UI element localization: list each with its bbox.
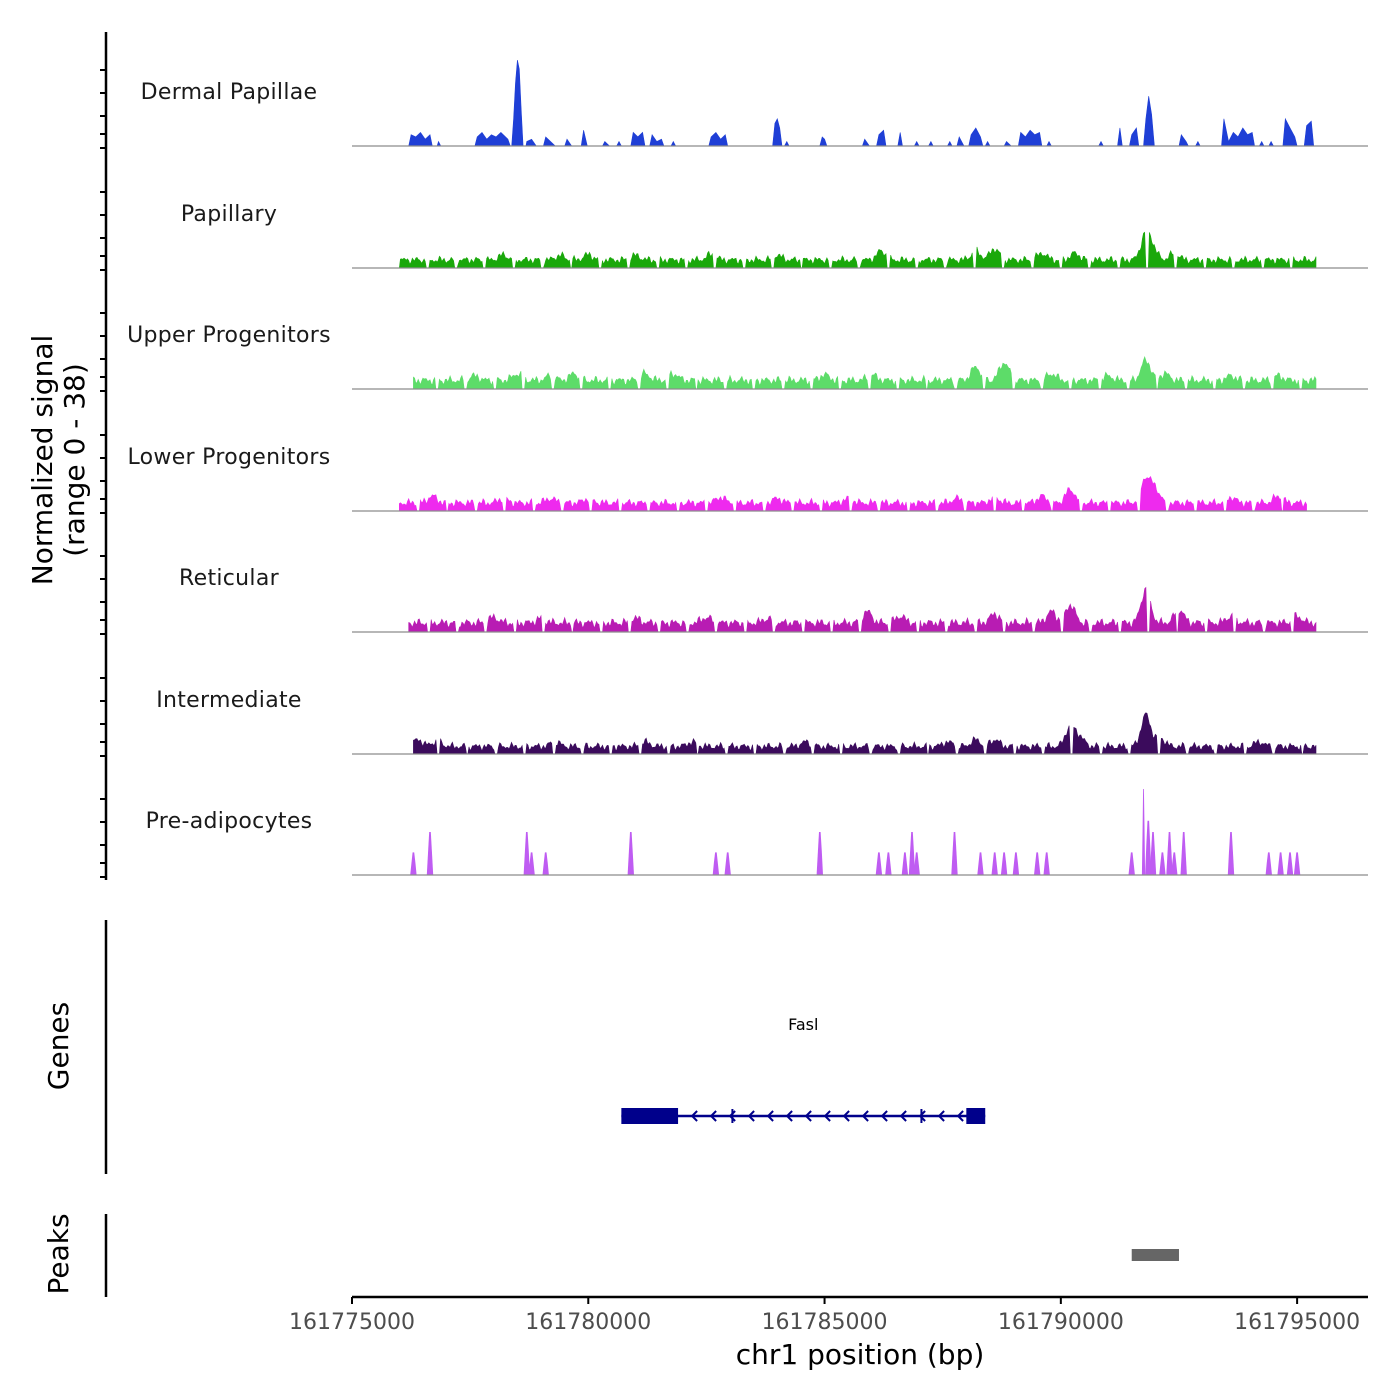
spike-pre-adipocytes-1: [426, 832, 434, 875]
signal-area-dermal-papillae: [408, 59, 1315, 147]
track-label-intermediate: Intermediate: [156, 688, 302, 713]
strand-arrow-6: [804, 1110, 812, 1122]
spike-pre-adipocytes-18: [1012, 852, 1020, 875]
strand-arrow-10: [880, 1110, 888, 1122]
spike-pre-adipocytes-12: [908, 832, 916, 875]
spike-pre-adipocytes-28: [1180, 832, 1187, 875]
strand-arrow-13: [937, 1110, 945, 1122]
strand-arrow-1: [709, 1110, 717, 1122]
gene-exon-1: [966, 1108, 986, 1124]
strand-arrow-9: [861, 1110, 869, 1122]
track-label-pre-adipocytes: Pre-adipocytes: [146, 809, 313, 834]
strand-arrow-7: [823, 1110, 831, 1122]
spike-pre-adipocytes-32: [1286, 852, 1294, 875]
spike-pre-adipocytes-5: [627, 832, 634, 875]
track-pre-adipocytes: Pre-adipocytes: [146, 789, 1368, 876]
genes-track-title: Genes: [42, 1002, 75, 1090]
track-papillary: Papillary: [181, 202, 1368, 269]
peak-region-0: [1131, 1249, 1179, 1261]
spike-pre-adipocytes-30: [1265, 852, 1272, 875]
x-tick-label-0: 161775000: [289, 1310, 415, 1335]
spike-pre-adipocytes-26: [1166, 832, 1173, 875]
strand-arrow-14: [956, 1110, 964, 1122]
y-axis-range: (range 0 - 38): [58, 363, 91, 557]
strand-arrow-4: [766, 1110, 774, 1122]
gene-label-fasl: Fasl: [788, 1015, 818, 1034]
x-tick-label-2: 161785000: [762, 1310, 888, 1335]
signal-area-reticular: [408, 586, 1317, 633]
track-upper-progenitors: Upper Progenitors: [127, 323, 1368, 390]
strand-arrow-2: [728, 1110, 736, 1122]
x-tick-label-3: 161790000: [998, 1310, 1124, 1335]
x-tick-label-4: 161795000: [1234, 1310, 1360, 1335]
spike-pre-adipocytes-10: [885, 852, 892, 875]
spike-pre-adipocytes-16: [991, 852, 998, 875]
spike-pre-adipocytes-24: [1149, 832, 1157, 875]
genes-track: Fasl: [104, 920, 986, 1174]
strand-arrow-0: [690, 1110, 698, 1122]
track-reticular: Reticular: [179, 566, 1368, 633]
gene-fasl: Fasl: [621, 1015, 986, 1124]
y-axis-title: Normalized signal: [26, 335, 59, 586]
x-axis-title: chr1 position (bp): [736, 1338, 985, 1371]
track-intermediate: Intermediate: [156, 688, 1368, 755]
signal-area-papillary: [398, 231, 1317, 269]
peaks-track-title: Peaks: [42, 1213, 75, 1294]
gene-exon-0: [621, 1108, 679, 1124]
spike-pre-adipocytes-27: [1171, 852, 1178, 875]
signal-area-intermediate: [413, 712, 1317, 755]
strand-arrow-3: [747, 1110, 755, 1122]
x-axis: 161775000 161780000 161785000 161790000 1617…: [289, 1295, 1368, 1335]
spike-pre-adipocytes-19: [1034, 852, 1041, 875]
spike-pre-adipocytes-15: [977, 852, 984, 875]
spike-pre-adipocytes-7: [724, 852, 731, 875]
spike-pre-adipocytes-31: [1277, 852, 1284, 875]
spike-pre-adipocytes-23: [1145, 820, 1152, 875]
spike-pre-adipocytes-4: [542, 852, 549, 875]
track-label-reticular: Reticular: [179, 566, 280, 591]
track-label-papillary: Papillary: [181, 202, 277, 227]
spike-pre-adipocytes-22: [1141, 789, 1146, 875]
spike-pre-adipocytes-21: [1128, 852, 1135, 875]
spike-pre-adipocytes-29: [1227, 832, 1235, 875]
x-tick-label-1: 161780000: [525, 1310, 651, 1335]
signal-y-axis: [100, 32, 108, 880]
spike-pre-adipocytes-0: [410, 852, 417, 875]
peaks-track: [104, 1214, 1179, 1297]
spike-pre-adipocytes-13: [913, 852, 920, 875]
spike-pre-adipocytes-3: [528, 852, 535, 875]
signal-area-lower-progenitors: [399, 476, 1307, 512]
strand-arrow-12: [918, 1110, 926, 1122]
strand-arrow-8: [842, 1110, 850, 1122]
spike-pre-adipocytes-33: [1293, 852, 1301, 875]
track-lower-progenitors: Lower Progenitors: [127, 445, 1368, 512]
spike-pre-adipocytes-8: [816, 832, 823, 875]
signal-area-upper-progenitors: [413, 355, 1317, 390]
track-label-upper-progenitors: Upper Progenitors: [127, 323, 331, 348]
spike-pre-adipocytes-17: [1000, 852, 1008, 875]
spike-pre-adipocytes-9: [875, 852, 883, 875]
spike-pre-adipocytes-14: [951, 832, 958, 875]
spike-pre-adipocytes-2: [523, 832, 530, 875]
spike-pre-adipocytes-20: [1043, 852, 1050, 875]
strand-arrow-11: [899, 1110, 907, 1122]
spike-pre-adipocytes-25: [1159, 852, 1166, 875]
track-dermal-papillae: Dermal Papillae: [141, 59, 1368, 147]
spike-pre-adipocytes-6: [712, 852, 720, 875]
spike-pre-adipocytes-11: [901, 852, 909, 875]
track-label-dermal-papillae: Dermal Papillae: [141, 80, 318, 105]
strand-arrow-5: [785, 1110, 793, 1122]
signal-tracks: Dermal Papillae Papillary Upper Progenitor…: [127, 59, 1368, 876]
track-label-lower-progenitors: Lower Progenitors: [127, 445, 330, 470]
